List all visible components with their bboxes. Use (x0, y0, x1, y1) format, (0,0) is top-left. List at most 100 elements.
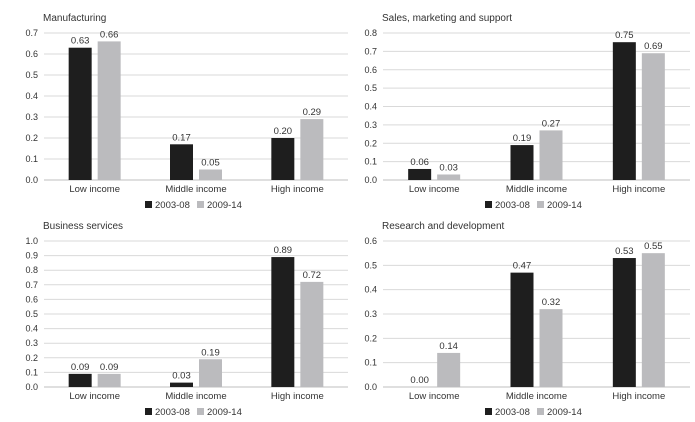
data-label: 0.47 (513, 261, 532, 272)
data-label: 0.29 (303, 107, 322, 118)
data-label: 0.19 (513, 133, 532, 144)
legend-swatch (145, 408, 152, 415)
legend-label: 2003-08 (155, 200, 190, 211)
y-tick-label: 0.2 (25, 133, 38, 143)
category-label: High income (612, 184, 665, 195)
data-label: 0.17 (172, 132, 191, 143)
y-tick-label: 0.2 (364, 333, 377, 343)
y-tick-label: 0.6 (364, 65, 377, 75)
y-tick-label: 0.0 (25, 175, 38, 185)
bar (271, 257, 295, 387)
y-tick-label: 0.4 (25, 324, 38, 334)
legend-label: 2009-14 (207, 407, 242, 418)
legend-label: 2003-08 (495, 407, 530, 418)
category-label: Middle income (506, 391, 567, 402)
y-tick-label: 0.5 (25, 309, 38, 319)
y-tick-label: 0.5 (364, 83, 377, 93)
y-tick-label: 0.2 (364, 138, 377, 148)
chart-title: Business services (43, 221, 123, 232)
data-label: 0.66 (100, 29, 119, 40)
category-label: Low income (409, 391, 460, 402)
bar (437, 352, 461, 387)
bar (641, 253, 665, 387)
legend-label: 2009-14 (207, 200, 242, 211)
bar (68, 47, 92, 181)
data-label: 0.03 (439, 162, 458, 173)
y-tick-label: 0.6 (364, 236, 377, 246)
y-tick-label: 0.9 (25, 251, 38, 261)
category-label: Middle income (165, 184, 226, 195)
y-tick-label: 1.0 (25, 236, 38, 246)
legend-swatch (197, 201, 204, 208)
category-label: Low income (409, 184, 460, 195)
bar (612, 42, 636, 180)
data-label: 0.00 (410, 375, 429, 386)
bar (539, 309, 563, 387)
y-tick-label: 0.8 (25, 265, 38, 275)
data-label: 0.53 (615, 246, 634, 257)
y-tick-label: 0.0 (364, 382, 377, 392)
data-label: 0.14 (439, 341, 458, 352)
data-label: 0.89 (274, 245, 293, 256)
data-label: 0.06 (410, 157, 429, 168)
bar (68, 373, 92, 387)
data-label: 0.69 (644, 41, 663, 52)
legend-label: 2009-14 (547, 407, 582, 418)
data-label: 0.63 (71, 36, 90, 47)
y-tick-label: 0.8 (364, 28, 377, 38)
y-tick-label: 0.7 (25, 280, 38, 290)
data-label: 0.75 (615, 30, 634, 41)
y-tick-label: 0.1 (364, 358, 377, 368)
y-tick-label: 0.3 (364, 309, 377, 319)
category-label: Middle income (506, 184, 567, 195)
y-tick-label: 0.1 (25, 154, 38, 164)
legend-label: 2009-14 (547, 200, 582, 211)
data-label: 0.03 (172, 371, 191, 382)
y-tick-label: 0.2 (25, 353, 38, 363)
chart-panel-4: Research and development 0.0 0.1 0.2 0.3 0.4 0… (364, 221, 690, 418)
bar (539, 130, 563, 180)
y-tick-label: 0.6 (25, 294, 38, 304)
y-tick-label: 0.3 (25, 338, 38, 348)
bar (612, 258, 636, 387)
legend-swatch (537, 408, 544, 415)
category-label: Low income (69, 184, 120, 195)
bar (199, 359, 222, 387)
bar (437, 174, 461, 180)
chart-title: Sales, marketing and support (382, 13, 512, 24)
chart-title: Manufacturing (43, 13, 106, 24)
category-label: Low income (69, 391, 120, 402)
chart-panel-3: Business services 0.0 0.1 0.2 0.3 0.4 0.5 0.6 0.… (25, 221, 348, 418)
category-label: Middle income (165, 391, 226, 402)
bar (641, 53, 665, 180)
data-label: 0.27 (542, 118, 561, 129)
data-label: 0.19 (201, 347, 220, 358)
data-label: 0.09 (71, 362, 90, 373)
legend-swatch (485, 408, 492, 415)
chart-panel-1: Manufacturing 0.0 0.1 0.2 0.3 0.4 0.5 0.6 0.7 0.6… (25, 13, 348, 211)
data-label: 0.55 (644, 241, 663, 252)
y-tick-label: 0.7 (364, 46, 377, 56)
bar (97, 41, 121, 181)
data-label: 0.05 (201, 158, 220, 169)
bar (170, 382, 193, 387)
legend-label: 2003-08 (155, 407, 190, 418)
y-tick-label: 0.0 (25, 382, 38, 392)
bar (170, 144, 193, 180)
bar (510, 272, 534, 387)
category-label: High income (271, 184, 324, 195)
data-label: 0.32 (542, 297, 561, 308)
legend-swatch (537, 201, 544, 208)
data-label: 0.20 (274, 126, 293, 137)
chart-title: Research and development (382, 221, 505, 232)
category-label: High income (271, 391, 324, 402)
y-tick-label: 0.5 (364, 260, 377, 270)
legend-swatch (145, 201, 152, 208)
bar (408, 168, 432, 180)
bar (199, 169, 222, 180)
bar (300, 281, 324, 387)
y-tick-label: 0.7 (25, 28, 38, 38)
y-tick-label: 0.1 (25, 367, 38, 377)
bar (300, 119, 324, 180)
